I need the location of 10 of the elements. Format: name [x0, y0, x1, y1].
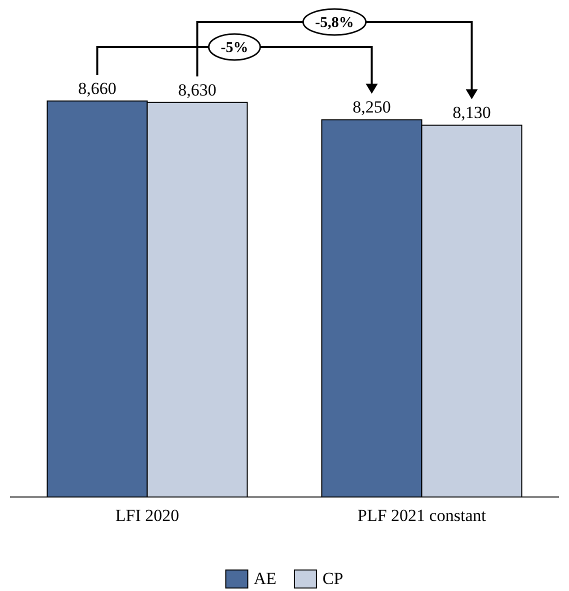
x-tick-label: PLF 2021 constant — [358, 506, 486, 525]
data-label: 8,250 — [352, 98, 391, 117]
data-label: 8,660 — [78, 79, 116, 98]
x-tick-label: LFI 2020 — [115, 506, 180, 525]
legend-label: CP — [322, 569, 344, 588]
text: -5,8% — [315, 15, 354, 31]
data-label: 8,630 — [178, 80, 216, 100]
text: -5% — [220, 40, 248, 56]
legend-label: AE — [254, 569, 276, 588]
data-label: 8,130 — [452, 103, 491, 122]
